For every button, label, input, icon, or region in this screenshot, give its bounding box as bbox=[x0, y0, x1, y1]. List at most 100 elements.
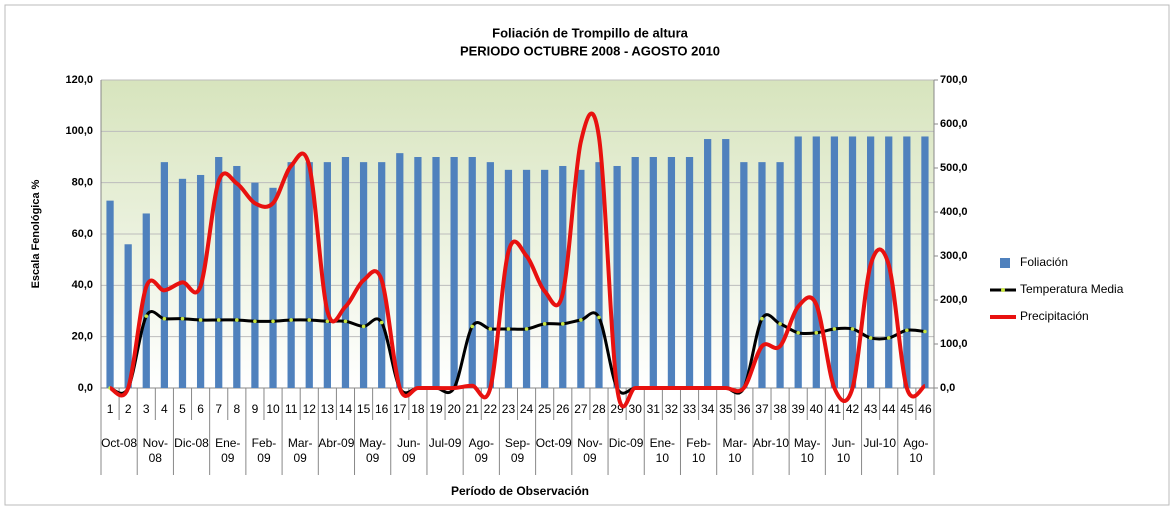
bar bbox=[848, 136, 857, 388]
line-marker bbox=[198, 318, 203, 322]
y-tick-label: 0,0 bbox=[78, 382, 93, 394]
bar bbox=[269, 187, 277, 388]
y2-tick-label: 600,0 bbox=[940, 118, 968, 130]
y2-tick-label: 100,0 bbox=[940, 338, 968, 350]
x-tick-label: 44 bbox=[882, 402, 896, 416]
x-tick-label: 25 bbox=[538, 402, 552, 416]
group-label: Sep-09 bbox=[504, 436, 531, 465]
group-label: Abr-09 bbox=[318, 436, 355, 450]
y-tick-label: 100,0 bbox=[65, 125, 93, 137]
line-marker bbox=[832, 327, 837, 331]
group-label: Jul-10 bbox=[863, 436, 896, 450]
x-tick-label: 34 bbox=[701, 402, 715, 416]
x-tick-label: 38 bbox=[773, 402, 787, 416]
group-label: Nov-09 bbox=[577, 436, 603, 465]
x-tick-label: 17 bbox=[393, 402, 407, 416]
y-tick-label: 40,0 bbox=[72, 279, 93, 291]
legend-marker bbox=[1001, 288, 1005, 292]
bar bbox=[704, 139, 712, 388]
x-tick-label: 2 bbox=[125, 402, 132, 416]
bar bbox=[776, 162, 784, 388]
line-marker bbox=[814, 331, 819, 335]
bar bbox=[758, 162, 766, 388]
chart-subtitle: PERIODO OCTUBRE 2008 - AGOSTO 2010 bbox=[460, 43, 720, 58]
x-tick-label: 6 bbox=[197, 402, 204, 416]
y2-tick-label: 700,0 bbox=[940, 74, 968, 86]
group-label: Ene-09 bbox=[215, 436, 241, 465]
x-tick-label: 11 bbox=[285, 402, 298, 416]
group-label: Ene-10 bbox=[649, 436, 676, 465]
group-label: Jun-09 bbox=[397, 436, 421, 465]
group-label: Feb-09 bbox=[251, 436, 277, 465]
line-marker bbox=[886, 336, 891, 340]
line-marker bbox=[597, 315, 601, 320]
bar bbox=[595, 162, 603, 388]
x-tick-label: 22 bbox=[484, 402, 498, 416]
bar bbox=[106, 200, 114, 388]
line-marker bbox=[778, 322, 782, 326]
group-label: May-10 bbox=[793, 436, 821, 465]
x-tick-label: 24 bbox=[520, 402, 534, 416]
group-label: Oct-09 bbox=[535, 436, 572, 450]
x-tick-label: 33 bbox=[683, 402, 697, 416]
x-tick-label: 12 bbox=[303, 402, 317, 416]
line-marker bbox=[868, 336, 873, 340]
x-tick-label: 7 bbox=[215, 402, 222, 416]
y-tick-label: 120,0 bbox=[65, 74, 93, 86]
bar bbox=[685, 157, 694, 388]
x-tick-label: 16 bbox=[375, 402, 389, 416]
bar bbox=[559, 165, 567, 388]
group-label: Nov-08 bbox=[142, 436, 168, 465]
y2-tick-label: 500,0 bbox=[940, 162, 968, 174]
bar bbox=[486, 162, 494, 388]
x-tick-label: 9 bbox=[252, 402, 259, 416]
bar bbox=[233, 165, 241, 388]
bar bbox=[468, 157, 476, 388]
x-tick-label: 20 bbox=[447, 402, 461, 416]
bar bbox=[722, 139, 730, 388]
y2-tick-label: 400,0 bbox=[940, 206, 968, 218]
legend-swatch bbox=[1000, 258, 1010, 268]
group-label: Abr-10 bbox=[752, 436, 790, 450]
group-label: Feb-10 bbox=[686, 436, 711, 465]
x-tick-label: 8 bbox=[233, 402, 240, 416]
bar bbox=[921, 136, 929, 388]
line-marker bbox=[180, 316, 185, 321]
bar bbox=[830, 136, 839, 388]
group-label: Dic-09 bbox=[608, 436, 644, 450]
bar bbox=[631, 157, 639, 388]
bar bbox=[613, 165, 621, 388]
group-label: May-09 bbox=[359, 436, 386, 465]
group-label: Jun-10 bbox=[831, 436, 856, 465]
line-marker bbox=[850, 327, 855, 331]
y2-tick-label: 200,0 bbox=[940, 294, 968, 306]
bar bbox=[740, 162, 748, 388]
line-marker bbox=[488, 327, 493, 331]
y-tick-label: 20,0 bbox=[72, 331, 93, 343]
line-marker bbox=[289, 318, 293, 322]
bar bbox=[124, 244, 132, 388]
legend-label: Temperatura Media bbox=[1020, 282, 1124, 296]
bar bbox=[215, 157, 223, 388]
group-label: Jul-09 bbox=[428, 436, 462, 450]
group-label: Mar-10 bbox=[722, 436, 748, 465]
x-tick-label: 31 bbox=[647, 402, 661, 416]
x-tick-label: 43 bbox=[864, 402, 878, 416]
x-tick-label: 40 bbox=[810, 402, 824, 416]
legend-label: Foliación bbox=[1020, 255, 1068, 269]
chart-title: Foliación de Trompillo de altura bbox=[492, 25, 689, 40]
bar bbox=[504, 169, 513, 388]
x-tick-label: 36 bbox=[737, 402, 751, 416]
x-tick-label: 21 bbox=[466, 402, 480, 416]
x-tick-label: 3 bbox=[143, 402, 150, 416]
x-tick-label: 14 bbox=[339, 402, 353, 416]
line-marker bbox=[506, 327, 511, 331]
bar bbox=[577, 169, 585, 388]
bar bbox=[414, 157, 422, 388]
x-tick-label: 15 bbox=[357, 402, 371, 416]
bar bbox=[396, 153, 404, 388]
line-marker bbox=[379, 320, 384, 325]
x-tick-label: 13 bbox=[321, 402, 335, 416]
group-label: Oct-08 bbox=[101, 436, 138, 450]
